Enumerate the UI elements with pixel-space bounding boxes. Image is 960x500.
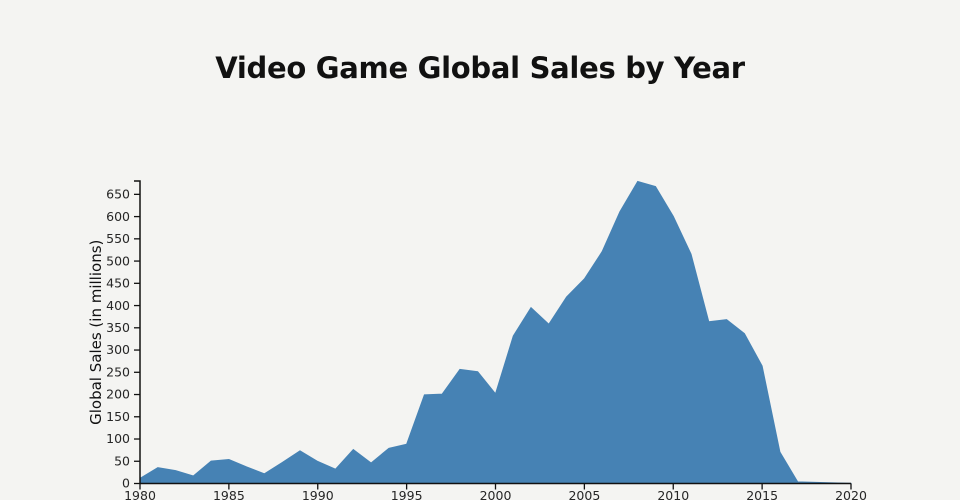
y-tick-label: 500	[106, 253, 130, 268]
y-axis-title: Global Sales (in millions)	[87, 240, 105, 425]
x-tick-label: 2000	[480, 488, 512, 500]
y-tick-label: 50	[114, 453, 130, 468]
y-tick-label: 100	[106, 431, 130, 446]
x-tick-label: 1995	[391, 488, 423, 500]
y-tick-label: 450	[106, 276, 130, 291]
x-tick-label: 1985	[213, 488, 245, 500]
x-tick-label: 1990	[302, 488, 334, 500]
x-tick-label: 2010	[657, 488, 689, 500]
y-tick-label: 400	[106, 298, 130, 313]
y-tick-label: 0	[122, 476, 130, 491]
y-tick-label: 150	[106, 409, 130, 424]
y-tick-label: 350	[106, 320, 130, 335]
y-tick-label: 650	[106, 187, 130, 202]
x-tick-label: 2020	[835, 488, 867, 500]
y-tick-label: 250	[106, 364, 130, 379]
y-axis-line	[134, 180, 141, 484]
y-tick-label: 300	[106, 342, 130, 357]
area-path	[139, 180, 852, 484]
chart-title: Video Game Global Sales by Year	[215, 51, 745, 85]
x-tick-label: 1980	[124, 488, 156, 500]
x-tick-label: 2005	[568, 488, 600, 500]
x-tick-label: 2015	[746, 488, 778, 500]
y-tick-label: 200	[106, 387, 130, 402]
y-tick-label: 600	[106, 209, 130, 224]
y-tick-label: 550	[106, 231, 130, 246]
